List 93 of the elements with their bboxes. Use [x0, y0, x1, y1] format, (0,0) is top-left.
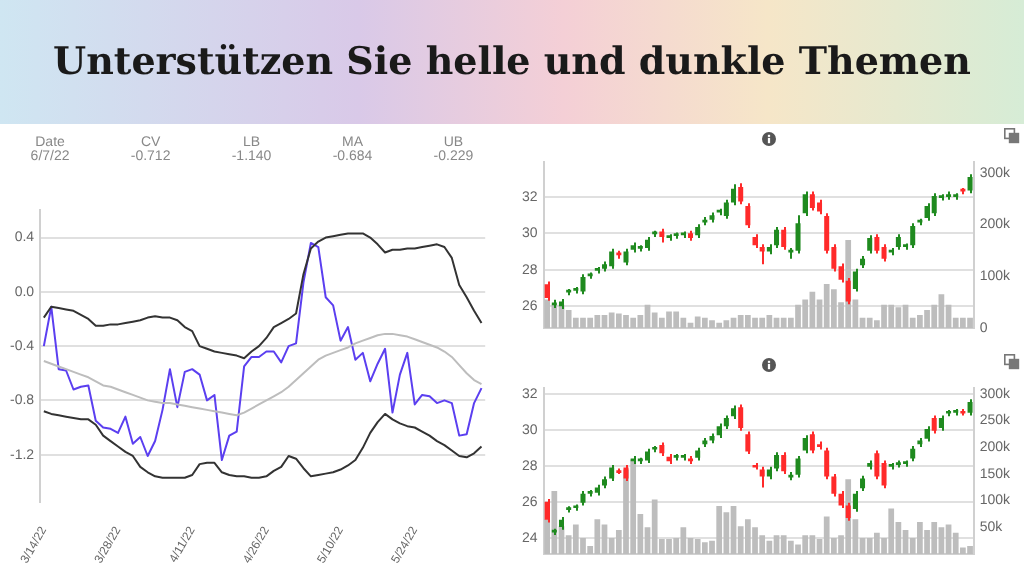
- bar: [594, 315, 601, 328]
- bar: [680, 527, 687, 554]
- bar: [809, 535, 816, 554]
- candlestick: [795, 214, 801, 255]
- bar: [823, 284, 830, 328]
- bar: [694, 539, 701, 554]
- candlestick: [745, 202, 751, 229]
- candlestick: [745, 430, 751, 456]
- candlestick: [881, 459, 887, 490]
- bar: [917, 315, 923, 328]
- candlestick: [781, 451, 787, 475]
- bar: [795, 304, 801, 328]
- bar: [802, 535, 809, 554]
- bar: [952, 532, 959, 554]
- bar: [615, 313, 622, 328]
- bar: [666, 311, 672, 328]
- bar: [802, 299, 809, 328]
- bar: [780, 317, 787, 328]
- bar: [759, 535, 766, 554]
- bar: [888, 508, 895, 554]
- bar: [651, 499, 658, 554]
- bar: [888, 304, 895, 328]
- bar: [788, 540, 794, 554]
- bar: [967, 317, 973, 328]
- candlestick: [809, 190, 815, 212]
- candlestick: [967, 173, 973, 195]
- bar: [551, 304, 558, 328]
- bar: [766, 540, 773, 554]
- bar: [587, 317, 594, 328]
- bar: [572, 524, 579, 554]
- candlestick: [738, 182, 744, 206]
- bar: [709, 320, 715, 328]
- bar: [623, 315, 629, 328]
- candlestick: [781, 226, 787, 251]
- bar: [651, 312, 658, 328]
- bar: [723, 512, 730, 554]
- candlestick: [874, 449, 880, 481]
- bar: [766, 315, 773, 328]
- bar: [594, 519, 601, 554]
- bar: [744, 519, 751, 554]
- bar: [931, 521, 938, 554]
- bar: [759, 317, 766, 328]
- bar: [881, 304, 887, 328]
- bar: [580, 317, 586, 328]
- bar: [701, 542, 708, 554]
- bar: [716, 505, 723, 554]
- bar: [544, 299, 551, 328]
- bar: [716, 322, 723, 328]
- chart-title: Unterstützen Sie helle und dunkle Themen: [53, 40, 971, 84]
- bar: [658, 317, 665, 328]
- bar: [967, 545, 973, 554]
- candlestick: [852, 267, 858, 293]
- bar: [680, 317, 687, 328]
- candlestick: [580, 273, 586, 296]
- bar: [565, 309, 572, 328]
- bar: [673, 311, 680, 328]
- bar: [694, 316, 701, 328]
- bar: [630, 459, 637, 554]
- bar: [572, 317, 579, 328]
- bar: [780, 535, 787, 554]
- bar: [608, 312, 615, 328]
- bar: [666, 539, 672, 554]
- bar: [809, 291, 816, 328]
- bar: [737, 315, 744, 328]
- candlestick: [795, 454, 801, 479]
- bar: [960, 317, 966, 328]
- candlestick: [931, 192, 937, 218]
- bar: [701, 317, 708, 328]
- bar: [866, 317, 873, 328]
- candlestick: [910, 222, 916, 249]
- candlestick: [774, 226, 780, 249]
- candlestick: [609, 247, 615, 270]
- bar: [831, 289, 837, 328]
- candlestick: [738, 403, 744, 432]
- bar: [866, 537, 873, 554]
- candlestick: [874, 233, 880, 255]
- bar: [924, 309, 930, 328]
- candlestick: [852, 490, 858, 513]
- candlestick: [759, 465, 765, 489]
- bar: [874, 532, 880, 554]
- candlestick: [809, 430, 815, 455]
- bar: [917, 521, 923, 554]
- bar: [823, 516, 830, 554]
- bar: [924, 529, 930, 554]
- candlestick: [867, 234, 873, 255]
- bar: [630, 317, 637, 328]
- bar: [752, 527, 758, 554]
- bar: [723, 320, 730, 328]
- candlestick: [774, 451, 780, 473]
- bar: [551, 490, 558, 554]
- bar: [752, 317, 758, 328]
- bar: [744, 315, 751, 328]
- candlestick: [802, 190, 808, 218]
